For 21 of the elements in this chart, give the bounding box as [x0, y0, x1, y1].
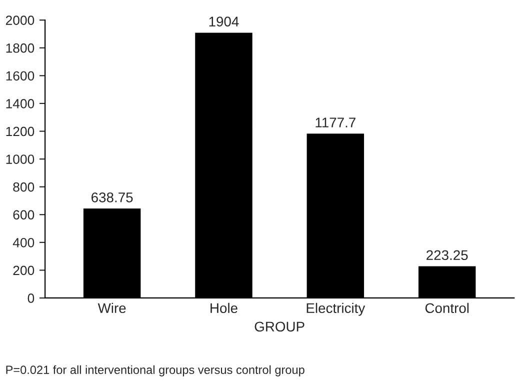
- data-label: 1177.7: [316, 118, 356, 128]
- y-tick-label: 1800: [6, 43, 34, 53]
- data-label: 223.25: [426, 250, 468, 260]
- y-tick-label: 1200: [6, 126, 34, 136]
- data-label: 1904: [209, 16, 239, 26]
- data-label: 638.75: [92, 192, 133, 202]
- x-axis-title: GROUP: [254, 322, 304, 332]
- y-tick-label: 200: [13, 266, 34, 276]
- text: P=0.021 for all interventional groups versus control group: [6, 365, 304, 376]
- y-tick-label: 600: [13, 210, 34, 220]
- y-tick-label: 1000: [6, 154, 34, 164]
- y-tick-label: 800: [13, 182, 34, 192]
- y-tick-label: 1400: [6, 99, 34, 108]
- x-tick-label: Control: [425, 302, 469, 314]
- y-tick-label: 0: [28, 294, 34, 303]
- x-tick-label: Wire: [98, 302, 126, 314]
- y-tick-label: 1600: [6, 71, 34, 81]
- x-tick-label: Hole: [210, 302, 238, 314]
- y-tick-label: 2000: [6, 16, 34, 25]
- x-tick-label: Electricity: [306, 302, 366, 316]
- y-tick-label: 400: [12, 238, 34, 248]
